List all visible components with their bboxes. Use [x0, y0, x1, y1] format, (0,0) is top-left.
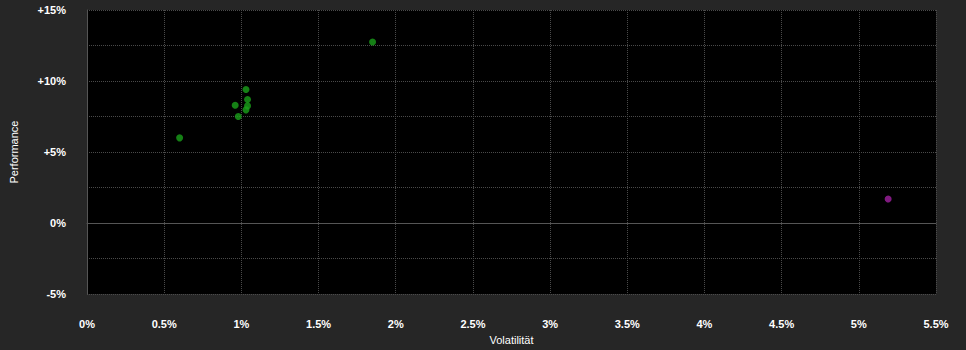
svg-text:3%: 3%	[542, 318, 558, 330]
svg-text:2.5%: 2.5%	[460, 318, 485, 330]
svg-text:Volatilität: Volatilität	[489, 334, 533, 346]
svg-text:1%: 1%	[233, 318, 249, 330]
svg-text:3.5%: 3.5%	[615, 318, 640, 330]
svg-text:Performance: Performance	[8, 121, 20, 184]
svg-text:1.5%: 1.5%	[306, 318, 331, 330]
svg-text:2%: 2%	[388, 318, 404, 330]
svg-text:4.5%: 4.5%	[769, 318, 794, 330]
svg-text:+15%: +15%	[38, 4, 67, 16]
svg-text:0%: 0%	[50, 217, 66, 229]
svg-text:5%: 5%	[851, 318, 867, 330]
svg-text:4%: 4%	[697, 318, 713, 330]
svg-text:-5%: -5%	[46, 288, 66, 300]
svg-text:5.5%: 5.5%	[923, 318, 948, 330]
svg-text:0%: 0%	[79, 318, 95, 330]
svg-text:+5%: +5%	[44, 146, 67, 158]
svg-text:0.5%: 0.5%	[152, 318, 177, 330]
svg-text:+10%: +10%	[38, 75, 67, 87]
